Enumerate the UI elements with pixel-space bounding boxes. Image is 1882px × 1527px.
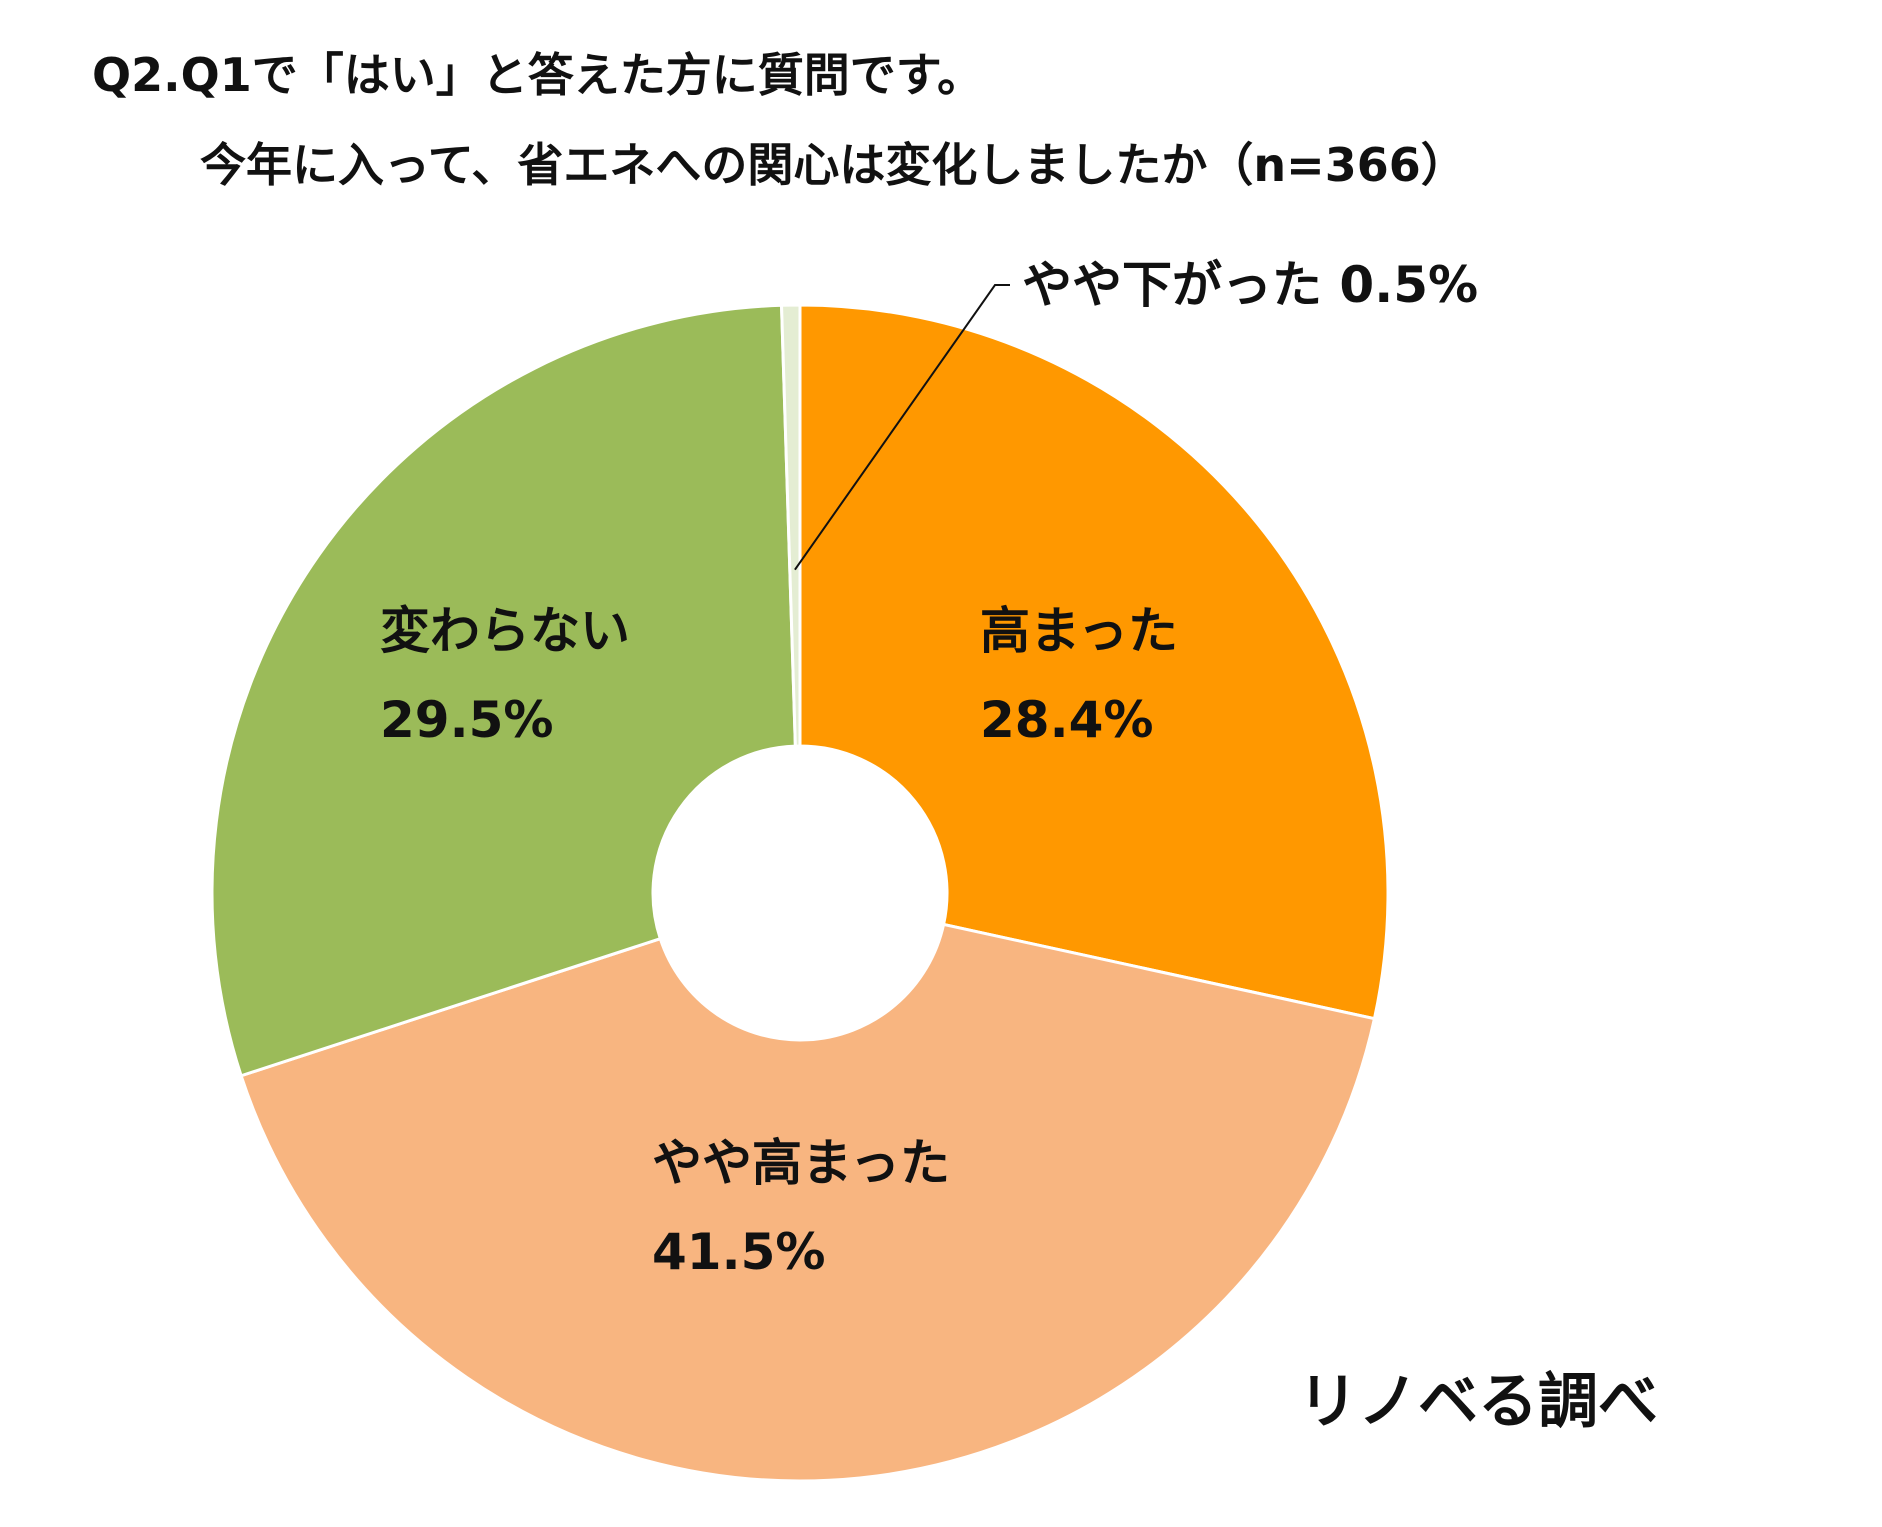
chart-title-line-2: 今年に入って、省エネへの関心は変化しましたか（n=366）	[200, 138, 1467, 192]
slice-value-label: 41.5%	[652, 1223, 825, 1281]
chart-slices	[210, 303, 1390, 1483]
slice-label: 変わらない	[380, 602, 630, 660]
slice-value-label: 28.4%	[980, 691, 1153, 749]
chart-labels: 高まった 28.4% やや高まった 41.5% 変わらない 29.5% やや下がった 0.5…	[380, 256, 1478, 1281]
slice-kawaranai	[210, 303, 797, 1078]
slice-yaya-takamatta	[239, 922, 1377, 1483]
slice-label-outside: やや下がった 0.5%	[1022, 256, 1478, 314]
slice-label: やや高まった	[652, 1134, 950, 1192]
leader-line	[794, 284, 1010, 571]
source-note: リノベる調べ	[1298, 1367, 1658, 1437]
slice-yaya-sagatta	[779, 303, 802, 748]
slice-value-label: 29.5%	[380, 691, 553, 749]
slice-label: 高まった	[980, 602, 1178, 660]
chart-title-line-1: Q2.Q1で「はい」と答えた方に質問です。	[92, 48, 984, 102]
slice-takamatta	[798, 303, 1390, 1021]
